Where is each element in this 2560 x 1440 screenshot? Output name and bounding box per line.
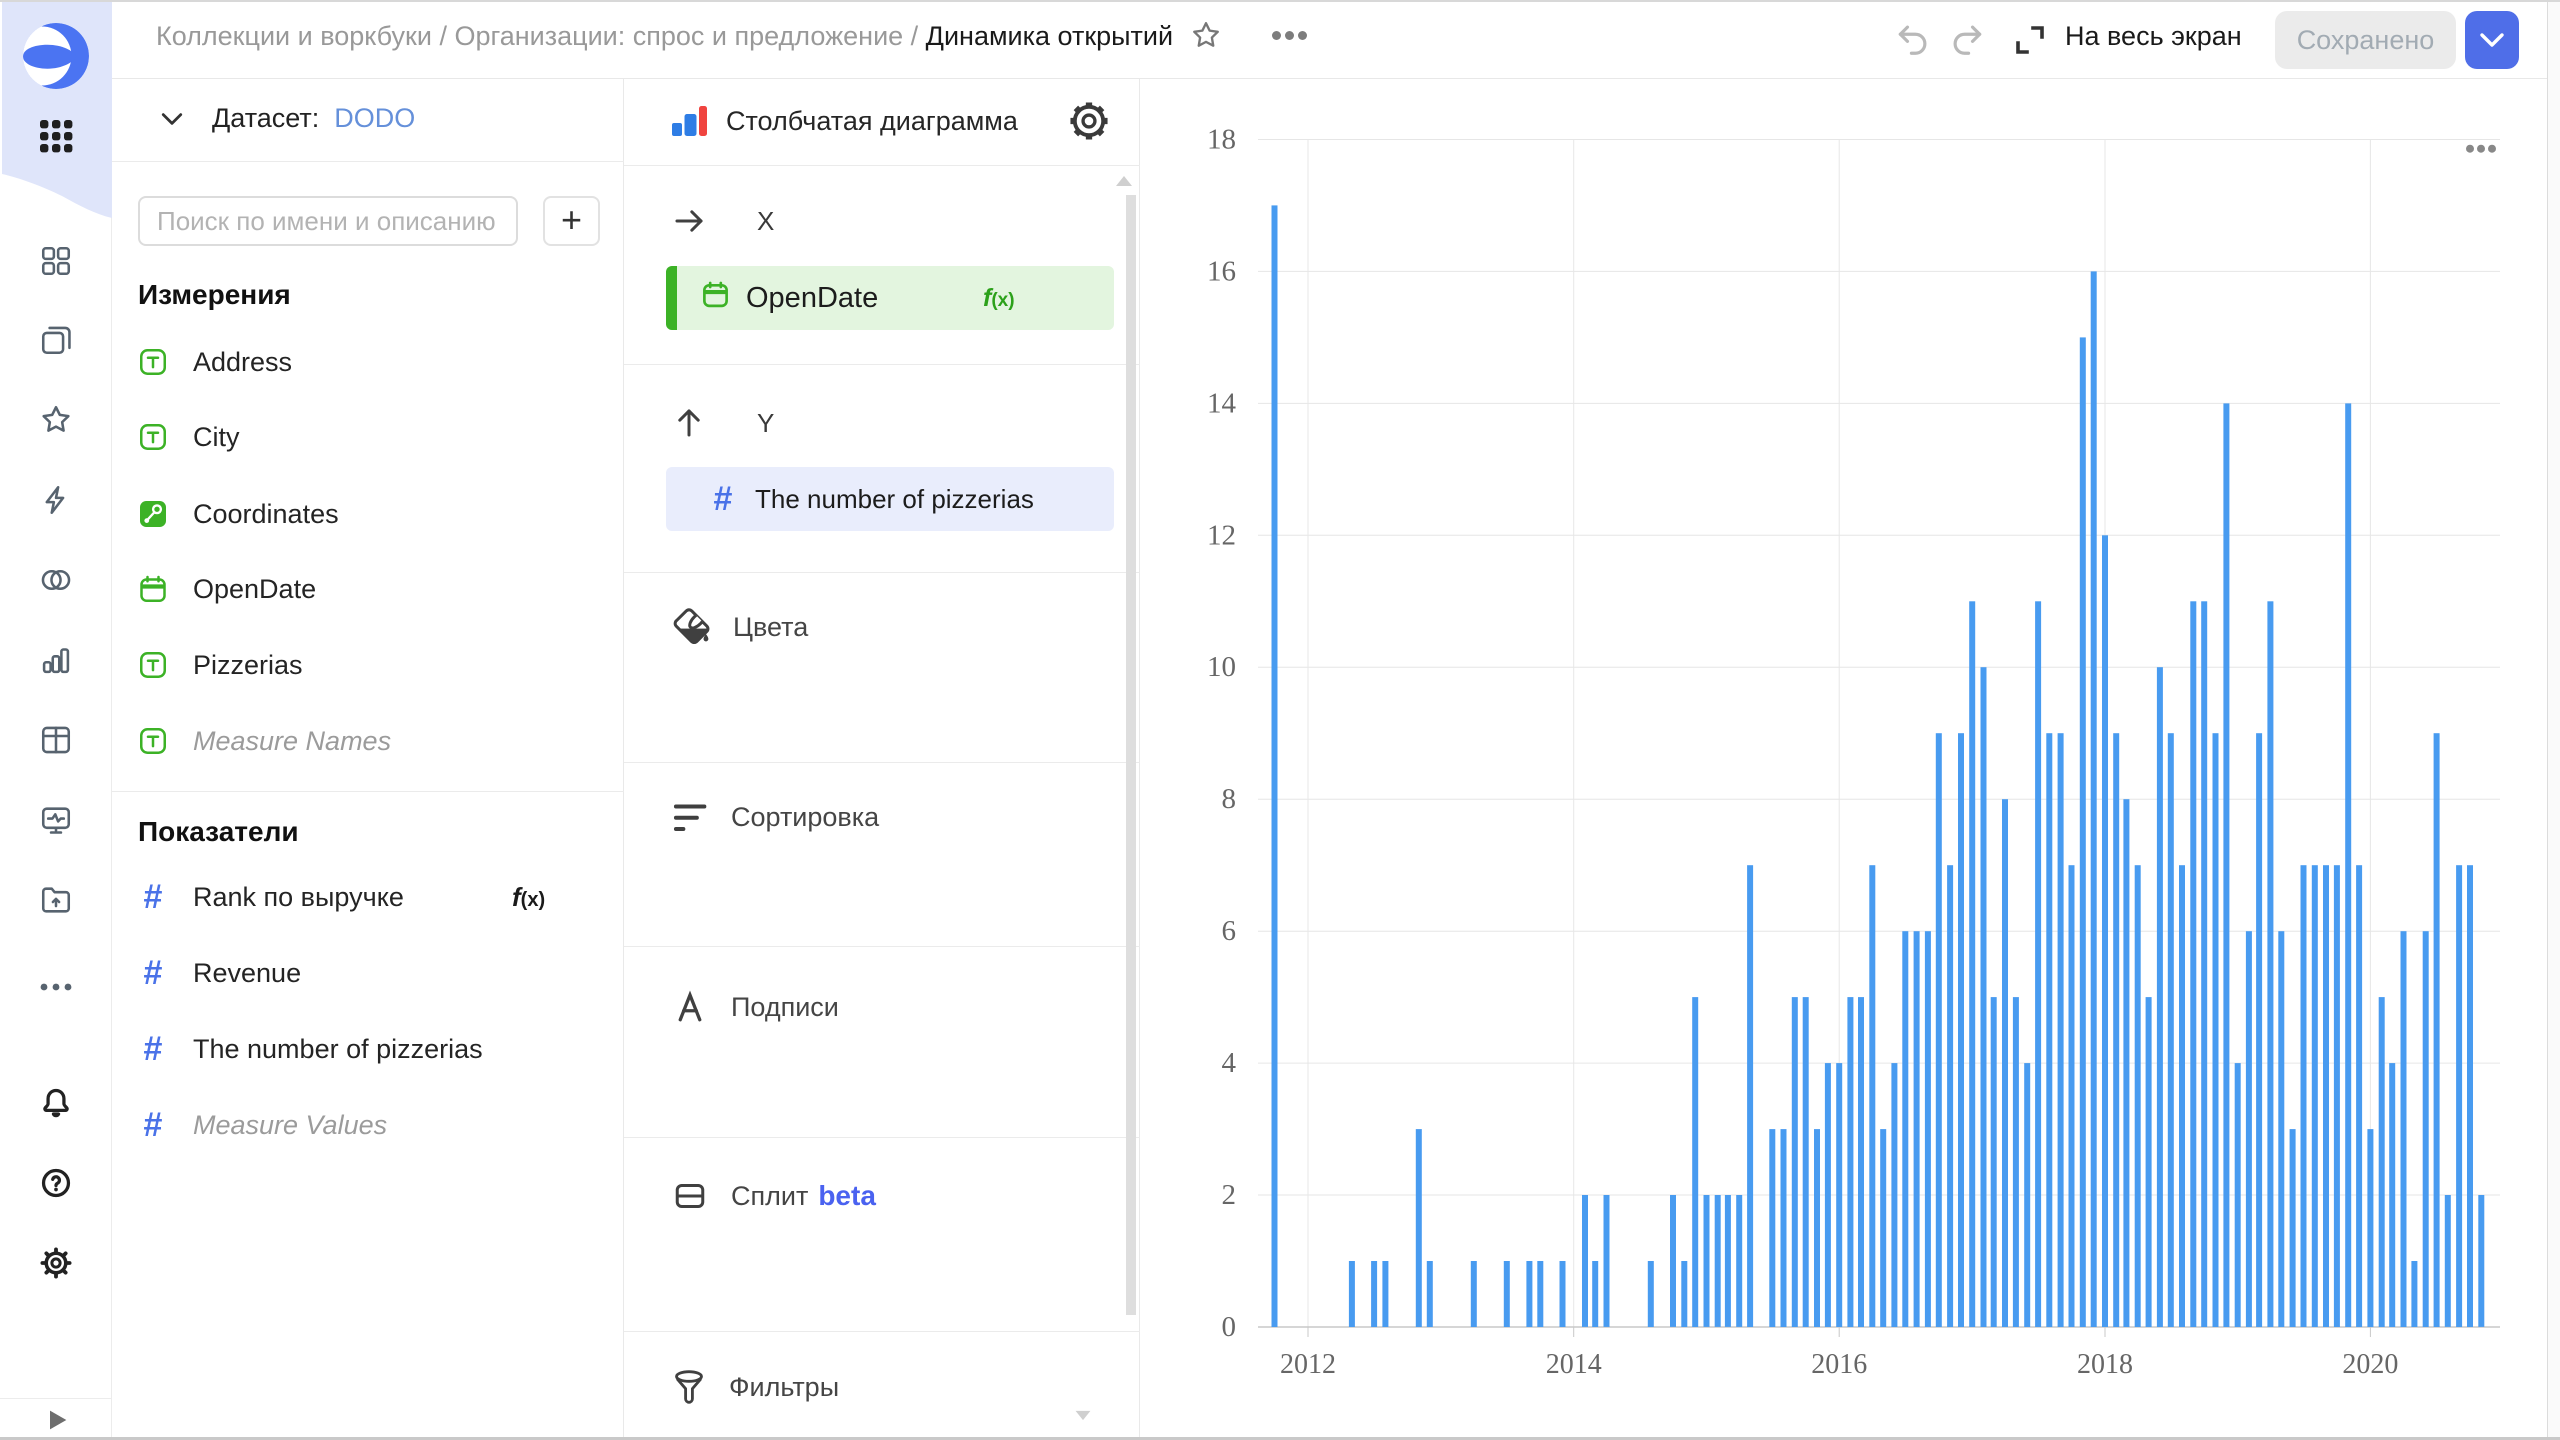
svg-text:6: 6 <box>1222 915 1237 947</box>
svg-text:2014: 2014 <box>1546 1349 1602 1380</box>
svg-text:12: 12 <box>1207 519 1236 551</box>
svg-text:2016: 2016 <box>1811 1349 1867 1380</box>
svg-text:14: 14 <box>1207 387 1237 419</box>
svg-text:18: 18 <box>1207 124 1236 156</box>
svg-text:2012: 2012 <box>1280 1349 1336 1380</box>
svg-text:16: 16 <box>1207 255 1236 287</box>
svg-text:8: 8 <box>1222 783 1237 815</box>
svg-text:0: 0 <box>1222 1311 1237 1343</box>
svg-text:2: 2 <box>1222 1179 1237 1211</box>
svg-text:2020: 2020 <box>2342 1349 2398 1380</box>
svg-text:2018: 2018 <box>2077 1349 2133 1380</box>
svg-text:10: 10 <box>1207 651 1236 683</box>
svg-text:4: 4 <box>1222 1047 1237 1079</box>
